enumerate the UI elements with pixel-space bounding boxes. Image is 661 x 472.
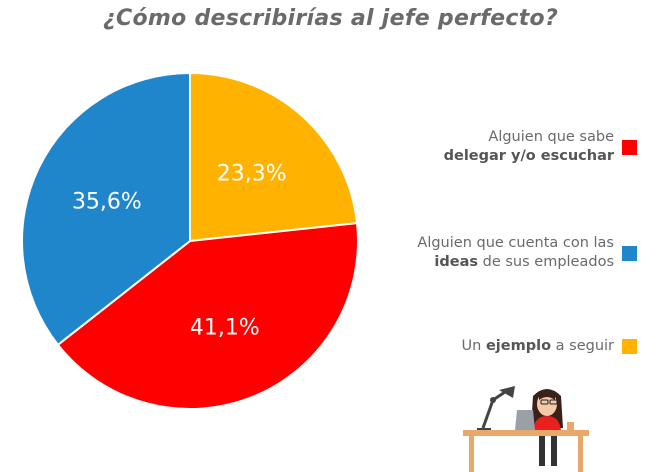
- label-ejemplo: 23,3%: [217, 161, 287, 186]
- legend-label: Alguien que sabe: [488, 129, 614, 145]
- legend-label-bold: ejemplo: [485, 338, 552, 354]
- slice-ejemplo: [189, 71, 359, 243]
- legend-label: Un: [461, 338, 482, 354]
- slice-ideas: [21, 71, 191, 347]
- chart-title: ¿Cómo describirías al jefe perfecto?: [102, 6, 559, 31]
- legend-swatch: [622, 245, 637, 261]
- legend-label: Alguien que cuenta con las: [417, 235, 614, 251]
- woman-at-desk-icon: [463, 386, 589, 472]
- legend-label: de sus empleados: [482, 254, 614, 270]
- legend-item-ejemplo: Un ejemplo a seguir: [462, 337, 637, 357]
- legend-swatch: [622, 139, 637, 155]
- legend-label-bold: ideas: [434, 254, 479, 270]
- label-delegar: 41,1%: [190, 316, 260, 341]
- legend-item-delegar: Alguien que sabe delegar y/o escuchar: [444, 128, 637, 166]
- legend-label-bold: delegar y/o escuchar: [443, 148, 614, 164]
- label-ideas: 35,6%: [72, 190, 142, 215]
- legend-label: a seguir: [555, 338, 614, 354]
- slice-delegar: [56, 221, 359, 410]
- legend-swatch: [622, 339, 637, 354]
- legend-item-ideas: Alguien que cuenta con las ideas de sus …: [417, 234, 637, 272]
